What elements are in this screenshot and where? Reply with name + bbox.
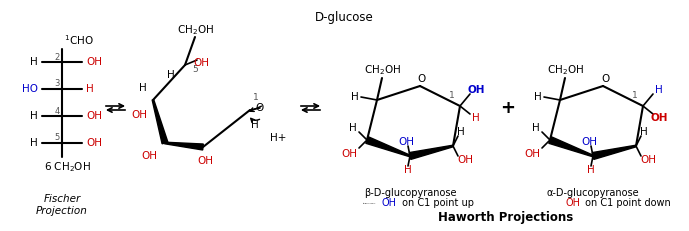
Text: H: H bbox=[534, 92, 542, 102]
Text: $^1$CHO: $^1$CHO bbox=[64, 33, 94, 47]
Text: OH: OH bbox=[141, 151, 157, 161]
Text: 1: 1 bbox=[632, 91, 638, 100]
Text: OH: OH bbox=[565, 198, 580, 208]
Text: β-D-glucopyranose: β-D-glucopyranose bbox=[364, 188, 456, 198]
Text: H: H bbox=[640, 127, 648, 137]
Text: α-D-glucopyranose: α-D-glucopyranose bbox=[546, 188, 639, 198]
Text: O: O bbox=[418, 74, 426, 84]
Text: H: H bbox=[30, 57, 38, 67]
Text: Haworth Projections: Haworth Projections bbox=[438, 210, 574, 224]
Text: OH: OH bbox=[131, 110, 147, 120]
Text: H: H bbox=[251, 120, 259, 130]
Text: OH: OH bbox=[650, 113, 668, 123]
Polygon shape bbox=[593, 145, 636, 159]
Text: OH: OH bbox=[382, 198, 397, 208]
Text: OH: OH bbox=[86, 138, 102, 148]
Text: H: H bbox=[655, 85, 663, 95]
Text: O: O bbox=[256, 103, 264, 113]
Text: +: + bbox=[500, 99, 515, 117]
Text: H: H bbox=[472, 113, 480, 123]
Text: OH: OH bbox=[640, 155, 656, 165]
Text: OH: OH bbox=[457, 155, 473, 165]
Text: on C1 point down: on C1 point down bbox=[582, 198, 671, 208]
Text: 3: 3 bbox=[54, 79, 60, 88]
Text: 5: 5 bbox=[192, 66, 198, 75]
Text: H: H bbox=[30, 111, 38, 121]
Text: ÖH: ÖH bbox=[193, 58, 209, 68]
Text: 1: 1 bbox=[449, 91, 455, 100]
Text: H: H bbox=[457, 127, 465, 137]
Text: O: O bbox=[601, 74, 609, 84]
Text: 4: 4 bbox=[54, 106, 60, 116]
Text: CH$_2$OH: CH$_2$OH bbox=[176, 23, 214, 37]
Text: H: H bbox=[532, 123, 540, 133]
Text: 2: 2 bbox=[54, 52, 60, 61]
Text: CH$_2$OH: CH$_2$OH bbox=[546, 63, 584, 77]
Text: OH: OH bbox=[398, 137, 414, 147]
Text: 1: 1 bbox=[253, 94, 259, 103]
Polygon shape bbox=[165, 142, 203, 150]
Text: H: H bbox=[349, 123, 357, 133]
Text: 5: 5 bbox=[54, 134, 60, 143]
Text: H+: H+ bbox=[270, 133, 286, 143]
Polygon shape bbox=[366, 137, 410, 157]
Text: H: H bbox=[587, 165, 595, 175]
Text: H: H bbox=[30, 138, 38, 148]
Text: OH: OH bbox=[581, 137, 597, 147]
Text: 6 CH$_2$OH: 6 CH$_2$OH bbox=[44, 160, 91, 174]
Text: β-D-glucopyranose: β-D-glucopyranose bbox=[363, 202, 377, 204]
Text: H: H bbox=[404, 165, 412, 175]
Polygon shape bbox=[152, 100, 168, 144]
Polygon shape bbox=[548, 137, 593, 157]
Text: Fischer
Projection: Fischer Projection bbox=[36, 194, 88, 216]
Polygon shape bbox=[409, 145, 453, 159]
Text: D-glucose: D-glucose bbox=[315, 11, 373, 24]
Text: H: H bbox=[86, 84, 94, 94]
Text: on C1 point up: on C1 point up bbox=[399, 198, 474, 208]
Text: OH: OH bbox=[86, 111, 102, 121]
Text: H: H bbox=[139, 83, 147, 93]
Text: OH: OH bbox=[197, 156, 213, 166]
Text: OH: OH bbox=[86, 57, 102, 67]
Text: CH$_2$OH: CH$_2$OH bbox=[364, 63, 400, 77]
Text: OH: OH bbox=[467, 85, 485, 95]
Text: H: H bbox=[167, 70, 175, 80]
Text: H: H bbox=[351, 92, 359, 102]
Text: OH: OH bbox=[341, 149, 357, 159]
Text: OH: OH bbox=[524, 149, 540, 159]
Text: HO: HO bbox=[22, 84, 38, 94]
